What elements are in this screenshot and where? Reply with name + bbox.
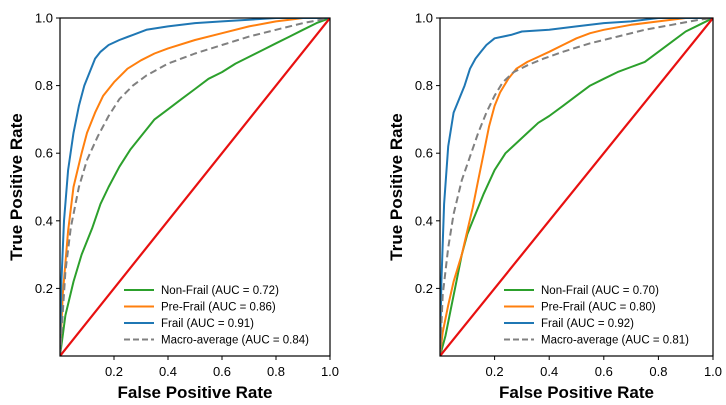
y-tick-label: 1.0 <box>35 11 53 26</box>
legend-label: Macro-average (AUC = 0.84) <box>161 335 309 347</box>
roc-curve-non-frail <box>60 18 330 356</box>
chance-line <box>60 18 330 356</box>
roc-curve-macro-average <box>440 18 713 356</box>
series-group <box>60 18 330 356</box>
x-tick-label: 1.0 <box>704 364 722 379</box>
x-tick-label: 0.2 <box>486 364 504 379</box>
series-group <box>440 18 713 356</box>
legend: Non-Frail (AUC = 0.70) Pre-Frail (AUC = 0… <box>504 285 689 347</box>
y-tick-label: 0.8 <box>35 78 53 93</box>
roc-curve-pre-frail <box>60 18 330 356</box>
legend-label: Non-Frail (AUC = 0.70) <box>541 285 659 297</box>
y-tick-label: 0.6 <box>415 146 433 161</box>
x-tick-label: 1.0 <box>321 364 339 379</box>
y-tick-label: 1.0 <box>415 11 433 26</box>
y-tick-label: 0.6 <box>35 146 53 161</box>
y-tick-label: 0.4 <box>415 213 433 228</box>
legend-label: Pre-Frail (AUC = 0.80) <box>541 302 656 314</box>
y-axis-label: True Positive Rate <box>7 113 26 260</box>
x-tick-label: 0.2 <box>105 364 123 379</box>
legend-label: Non-Frail (AUC = 0.72) <box>161 285 279 297</box>
legend-label: Macro-average (AUC = 0.81) <box>541 335 689 347</box>
x-tick-label: 0.4 <box>540 364 558 379</box>
x-tick-label: 0.6 <box>595 364 613 379</box>
x-axis-label: False Positive Rate <box>499 383 654 402</box>
x-tick-label: 0.4 <box>159 364 177 379</box>
legend-label: Frail (AUC = 0.91) <box>161 318 254 330</box>
y-axis-label: True Positive Rate <box>387 113 406 260</box>
roc-curve-frail <box>60 18 330 356</box>
roc-curve-macro-average <box>60 18 330 356</box>
x-axis-label: False Positive Rate <box>118 383 273 402</box>
roc-curve-pre-frail <box>440 18 713 356</box>
x-tick-label: 0.8 <box>267 364 285 379</box>
legend: Non-Frail (AUC = 0.72) Pre-Frail (AUC = 0… <box>124 285 309 347</box>
y-tick-label: 0.4 <box>35 213 53 228</box>
x-tick-label: 0.8 <box>649 364 667 379</box>
roc-panel-1: 0.2 0.4 0.6 0.8 1.0 0.2 0.4 0.6 0.8 1.0 False Posi… <box>7 11 339 403</box>
legend-label: Pre-Frail (AUC = 0.86) <box>161 302 276 314</box>
y-tick-label: 0.2 <box>415 281 433 296</box>
y-tick-label: 0.2 <box>35 281 53 296</box>
x-tick-label: 0.6 <box>213 364 231 379</box>
y-tick-label: 0.8 <box>415 78 433 93</box>
axes-frame <box>439 17 714 357</box>
chance-line <box>440 18 713 356</box>
legend-label: Frail (AUC = 0.92) <box>541 318 634 330</box>
roc-panel-2: 0.2 0.4 0.6 0.8 1.0 0.2 0.4 0.6 0.8 1.0 False Posi… <box>387 11 722 403</box>
axes-frame <box>59 17 331 357</box>
roc-curve-frail <box>440 18 713 356</box>
